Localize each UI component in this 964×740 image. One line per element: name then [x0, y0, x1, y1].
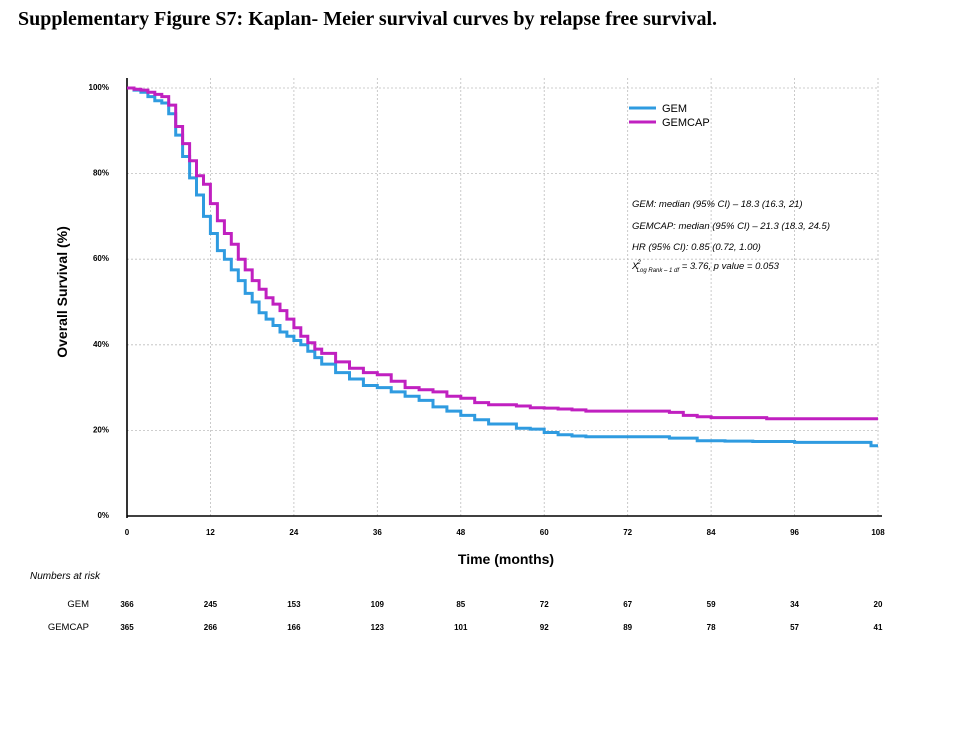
x-tick-label: 12 [206, 528, 215, 537]
risk-row-label-gem: GEM [67, 599, 89, 610]
x-tick-label: 108 [871, 528, 885, 537]
risk-table: Numbers at risk GEM GEMCAP 366 245 153 109 8… [30, 571, 883, 633]
x-tick-label: 60 [540, 528, 549, 537]
risk-value: 59 [707, 600, 716, 609]
risk-value: 20 [874, 600, 883, 609]
risk-value: 78 [707, 623, 716, 632]
risk-value: 89 [623, 623, 632, 632]
curve-gemcap [127, 86, 878, 421]
gem-median-text: GEM: median (95% CI) – 18.3 (16.3, 21) [632, 199, 803, 210]
x-tick-label: 36 [373, 528, 382, 537]
curve-gem [127, 86, 878, 448]
risk-value: 34 [790, 600, 799, 609]
risk-value: 72 [540, 600, 549, 609]
chi-superscript: 2 [636, 260, 641, 266]
risk-value: 365 [120, 623, 134, 632]
y-ticks: 0% 20% 40% 60% 80% 100% [89, 83, 109, 520]
survival-curves [127, 86, 878, 448]
risk-table-title: Numbers at risk [30, 571, 101, 582]
risk-value: 166 [287, 623, 301, 632]
risk-value: 85 [456, 600, 465, 609]
x-tick-label: 24 [289, 528, 298, 537]
risk-value: 153 [287, 600, 301, 609]
y-tick-label: 80% [93, 169, 109, 178]
y-tick-label: 60% [93, 254, 109, 263]
legend-label-gem: GEM [662, 103, 687, 115]
stats-annotation: GEM: median (95% CI) – 18.3 (16.3, 21) G… [631, 199, 830, 274]
chi-subscript: Log Rank – 1 df [637, 268, 681, 274]
risk-value: 67 [623, 600, 632, 609]
risk-value: 123 [371, 623, 385, 632]
risk-value: 101 [454, 623, 468, 632]
y-tick-label: 20% [93, 425, 109, 434]
risk-value: 41 [874, 623, 883, 632]
x-tick-label: 96 [790, 528, 799, 537]
x-ticks: 0 12 24 36 48 60 72 84 96 108 [125, 528, 885, 537]
x-tick-label: 0 [125, 528, 130, 537]
gemcap-median-text: GEMCAP: median (95% CI) – 21.3 (18.3, 24… [632, 221, 830, 232]
chi-symbol: X [631, 261, 639, 272]
x-tick-label: 84 [707, 528, 716, 537]
legend: GEM GEMCAP [629, 103, 710, 129]
x-tick-label: 48 [456, 528, 465, 537]
risk-value: 245 [204, 600, 218, 609]
risk-value: 109 [371, 600, 385, 609]
x-tick-label: 72 [623, 528, 632, 537]
figure-title: Supplementary Figure S7: Kaplan- Meier s… [18, 8, 718, 30]
risk-numbers: 366 245 153 109 85 72 67 59 34 20 365 266 166 123 101 9… [120, 600, 883, 632]
risk-row-label-gemcap: GEMCAP [48, 622, 89, 633]
y-tick-label: 40% [93, 340, 109, 349]
risk-value: 57 [790, 623, 799, 632]
y-axis-label: Overall Survival (%) [54, 226, 70, 358]
risk-value: 366 [120, 600, 134, 609]
axes [126, 78, 882, 518]
y-tick-label: 100% [89, 83, 109, 92]
legend-label-gemcap: GEMCAP [662, 117, 710, 129]
grid [127, 78, 879, 516]
logrank-text: X2 Log Rank – 1 df = 3.76, p value = 0.05… [631, 260, 780, 274]
hr-text: HR (95% CI): 0.85 (0.72, 1.00) [632, 242, 761, 253]
risk-value: 266 [204, 623, 218, 632]
y-tick-label: 0% [97, 511, 109, 520]
x-axis-label: Time (months) [458, 551, 554, 567]
chi-value: = 3.76, p value = 0.053 [679, 261, 780, 272]
risk-value: 92 [540, 623, 549, 632]
